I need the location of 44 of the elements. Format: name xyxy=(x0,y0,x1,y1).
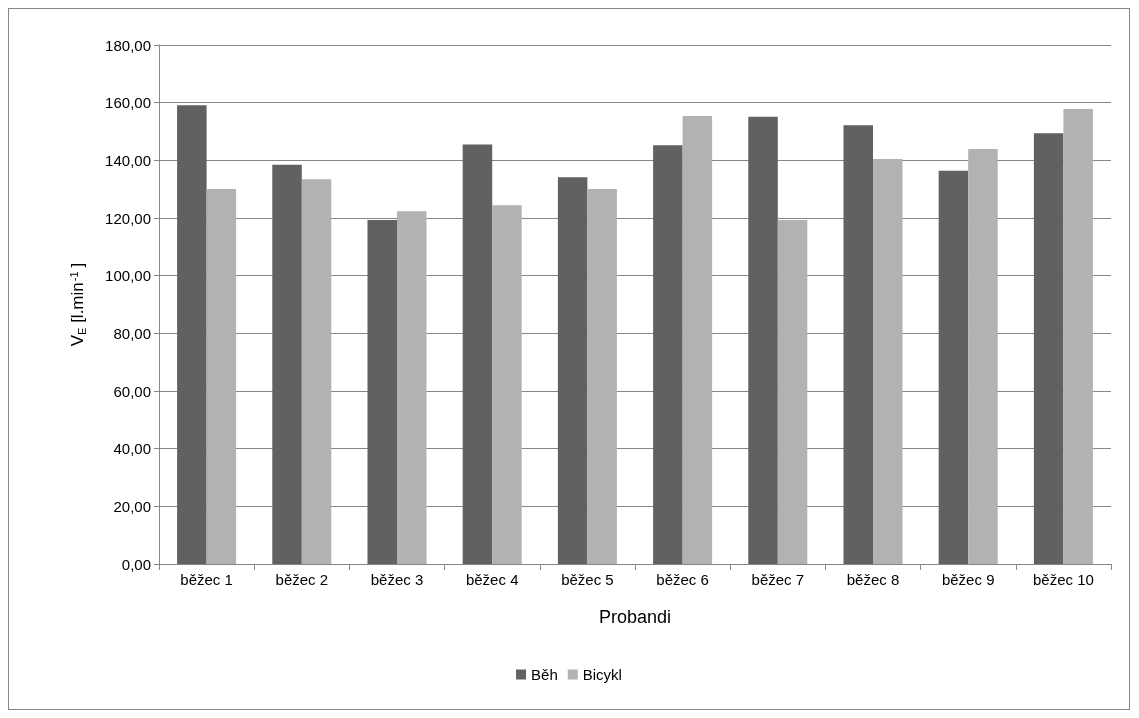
x-tick-label: běžec 8 xyxy=(846,571,900,588)
y-axis-title: VE [l.min-1] xyxy=(67,262,88,347)
y-tick-label: 60,00 xyxy=(113,382,151,400)
bar xyxy=(272,164,302,564)
bar xyxy=(843,125,873,564)
y-tick-label: 20,00 xyxy=(113,497,151,515)
x-tick-label: běžec 7 xyxy=(751,571,805,588)
bar xyxy=(682,115,713,564)
bar xyxy=(777,220,808,564)
y-tick-label: 140,00 xyxy=(105,151,151,169)
x-tick-label: běžec 1 xyxy=(180,571,233,588)
bar xyxy=(1033,133,1064,564)
y-tick-label: 160,00 xyxy=(105,94,151,112)
bar xyxy=(1063,109,1093,564)
bar xyxy=(462,144,493,564)
bar xyxy=(177,105,207,564)
y-tick-label: 80,00 xyxy=(113,324,151,342)
bar xyxy=(492,205,522,564)
bar xyxy=(301,179,332,564)
bar xyxy=(968,149,998,564)
bar xyxy=(587,188,617,564)
y-tick-label: 180,00 xyxy=(105,36,151,54)
bar xyxy=(873,158,903,564)
y-tick-label: 100,00 xyxy=(105,267,151,285)
x-tick-label: běžec 9 xyxy=(941,571,995,588)
x-tick-label: běžec 5 xyxy=(561,571,614,588)
bar xyxy=(397,211,427,564)
bar xyxy=(557,177,588,564)
bar xyxy=(206,188,237,564)
x-tick-label: běžec 10 xyxy=(1032,571,1094,588)
bar xyxy=(653,145,683,564)
y-tick-label: 40,00 xyxy=(113,440,151,458)
y-tick-label: 0,00 xyxy=(121,555,151,573)
x-tick-label: běžec 3 xyxy=(370,571,424,588)
x-tick-label: běžec 6 xyxy=(656,571,709,588)
y-tick-label: 120,00 xyxy=(105,209,151,227)
legend-label: Běh xyxy=(531,666,558,683)
x-axis-title: Probandi xyxy=(598,607,672,627)
bar xyxy=(748,116,778,564)
x-tick-label: běžec 4 xyxy=(465,571,519,588)
bar xyxy=(367,220,397,564)
bar xyxy=(938,170,969,564)
legend-label: Bicykl xyxy=(582,666,622,683)
x-tick-label: běžec 2 xyxy=(275,571,329,588)
